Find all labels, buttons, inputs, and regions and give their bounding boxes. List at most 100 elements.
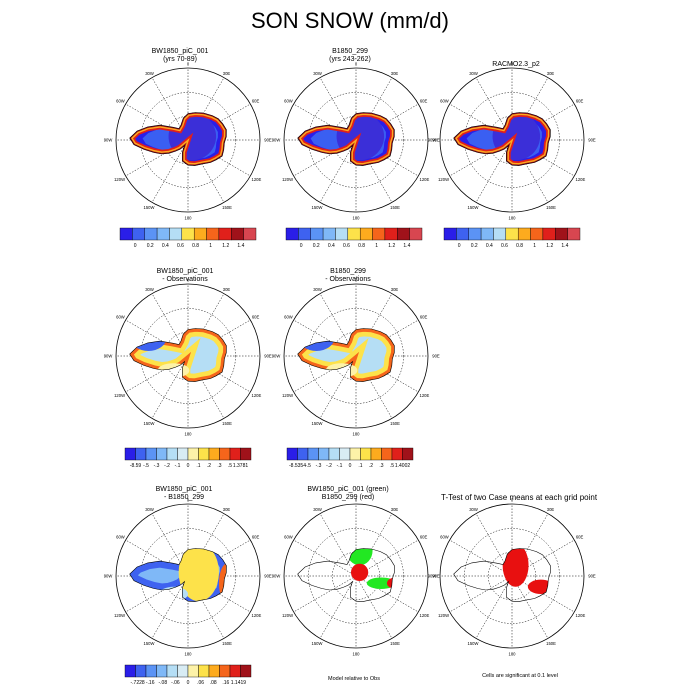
longitude-label: 30W [145, 287, 154, 292]
longitude-label: 90E [588, 138, 596, 143]
colorbar-tick-label: .1 [196, 463, 200, 469]
colorbar-box [468, 227, 482, 241]
colorbar-box [193, 227, 207, 241]
meridian-line [319, 355, 357, 419]
meridian-line [475, 575, 513, 639]
colorbar-2: 0 0.2 0.4 0.6 0.8 1 1.2 1.4 [285, 227, 423, 249]
longitude-label: 90W [104, 354, 113, 359]
panel-5-title: B1850_299 - Observations [273, 268, 423, 283]
colorbar-tick-label: 0 [187, 680, 190, 686]
longitude-label: 30E [223, 507, 231, 512]
colorbar-tick-label: 0.4 [162, 243, 169, 249]
longitude-label: 30E [223, 287, 231, 292]
colorbar-box [286, 447, 298, 461]
longitude-label: 150E [390, 641, 400, 646]
longitude-label: 150W [312, 641, 323, 646]
colorbar-tick-label: .3 [217, 463, 221, 469]
longitude-label: 60E [252, 535, 260, 540]
colorbar-tick-label: .2 [207, 463, 211, 469]
longitude-label: 60W [440, 535, 449, 540]
colorbar-tick-label: -.2 [326, 463, 332, 469]
longitude-label: 120E [576, 177, 586, 182]
colorbar-tick-label: 0.4 [328, 243, 335, 249]
colorbar-tick-label: -.2 [164, 463, 170, 469]
longitude-label: 30W [313, 71, 322, 76]
colorbar-tick-label: 0.8 [358, 243, 365, 249]
longitude-label: 60E [420, 535, 428, 540]
longitude-label: 60W [116, 315, 125, 320]
longitude-label: 120W [114, 393, 125, 398]
longitude-label: 30W [313, 507, 322, 512]
colorbar-box [542, 227, 556, 241]
longitude-label: 30W [469, 71, 478, 76]
coastline [453, 548, 551, 602]
coastline [297, 112, 395, 166]
colorbar-box [372, 227, 386, 241]
colorbar-tick-label: 0.2 [313, 243, 320, 249]
colorbar-box [229, 664, 241, 678]
panel-5-title-line-2: - Observations [325, 275, 371, 283]
panel-5-title-line-1: B1850_299 [330, 268, 366, 275]
longitude-label: 120E [252, 393, 262, 398]
longitude-label: 90E [432, 354, 440, 359]
panel-6-title-line-2: - B1850_299 [163, 493, 205, 501]
significance-green [346, 548, 373, 566]
longitude-label: 120E [252, 613, 262, 618]
longitude-label: 90W [104, 138, 113, 143]
colorbar-box [145, 664, 157, 678]
longitude-label: 90E [264, 354, 272, 359]
panel-1-title-line-2: (yrs 70-89) [163, 55, 197, 63]
longitude-label: 30E [547, 507, 555, 512]
coastline [297, 328, 395, 382]
colorbar-6: -.7228 -.16 -.08 -.06 0 .06 .08 .16 1.1419 [124, 664, 252, 686]
longitude-label: 60W [284, 315, 293, 320]
colorbar-1: 0 0.2 0.4 0.6 0.8 1 1.2 1.4 [119, 227, 257, 249]
longitude-label: 120W [114, 613, 125, 618]
panel-7-title-line-1: BW1850_piC_001 (green) [307, 486, 389, 493]
panel-2-title-line-2: (yrs 243-262) [329, 55, 371, 63]
colorbar-tick-label: -.1 [337, 463, 343, 469]
colorbar-tick-label: .08 [210, 680, 217, 686]
coastline [453, 112, 551, 166]
colorbar-box [307, 447, 319, 461]
colorbar-box [206, 227, 220, 241]
panel-3-title: RACMO2.3_p2 [441, 61, 591, 69]
colorbar-box [335, 227, 349, 241]
colorbar-tick-label: 0 [134, 243, 137, 249]
significance-red [502, 548, 529, 587]
longitude-label: 120E [576, 613, 586, 618]
colorbar-box [119, 227, 133, 241]
longitude-label: 60W [116, 99, 125, 104]
colorbar-box [397, 227, 410, 241]
longitude-label: 30E [391, 71, 399, 76]
colorbar-box [505, 227, 519, 241]
colorbar-box [177, 664, 189, 678]
longitude-label: 180 [509, 652, 517, 657]
longitude-label: 120W [114, 177, 125, 182]
colorbar-box [169, 227, 183, 241]
meridian-line [293, 575, 357, 613]
colorbar-tick-label: 0.6 [177, 243, 184, 249]
colorbar-box [219, 664, 231, 678]
map-panel-1: 0 180 90W 90E 30W 60W 30E 60E 120W 150W 120E 150E [104, 62, 272, 221]
map-panel-6: 0 180 90W 90E 30W 60W 30E 60E 120W 150W 120E 150E [104, 498, 272, 657]
colorbar-box [285, 227, 299, 241]
colorbar-tick-label: 1 [533, 243, 536, 249]
longitude-label: 60E [420, 99, 428, 104]
colorbar-tick-label: .5 [390, 463, 394, 469]
longitude-label: 0 [187, 498, 190, 503]
colorbar-tick-label: -.7228 [131, 680, 145, 686]
colorbar-tick-label: 0 [458, 243, 461, 249]
longitude-label: 60E [252, 99, 260, 104]
longitude-label: 30E [391, 507, 399, 512]
map-field [346, 548, 395, 589]
colorbar-tick-label: -8.59 [130, 463, 142, 469]
longitude-label: 60W [116, 535, 125, 540]
meridian-line [449, 575, 513, 613]
longitude-label: 90E [264, 574, 272, 579]
longitude-label: 150E [222, 421, 232, 426]
colorbar-box [318, 447, 330, 461]
longitude-label: 180 [185, 216, 193, 221]
panel-4-title-line-2: - Observations [162, 275, 208, 283]
